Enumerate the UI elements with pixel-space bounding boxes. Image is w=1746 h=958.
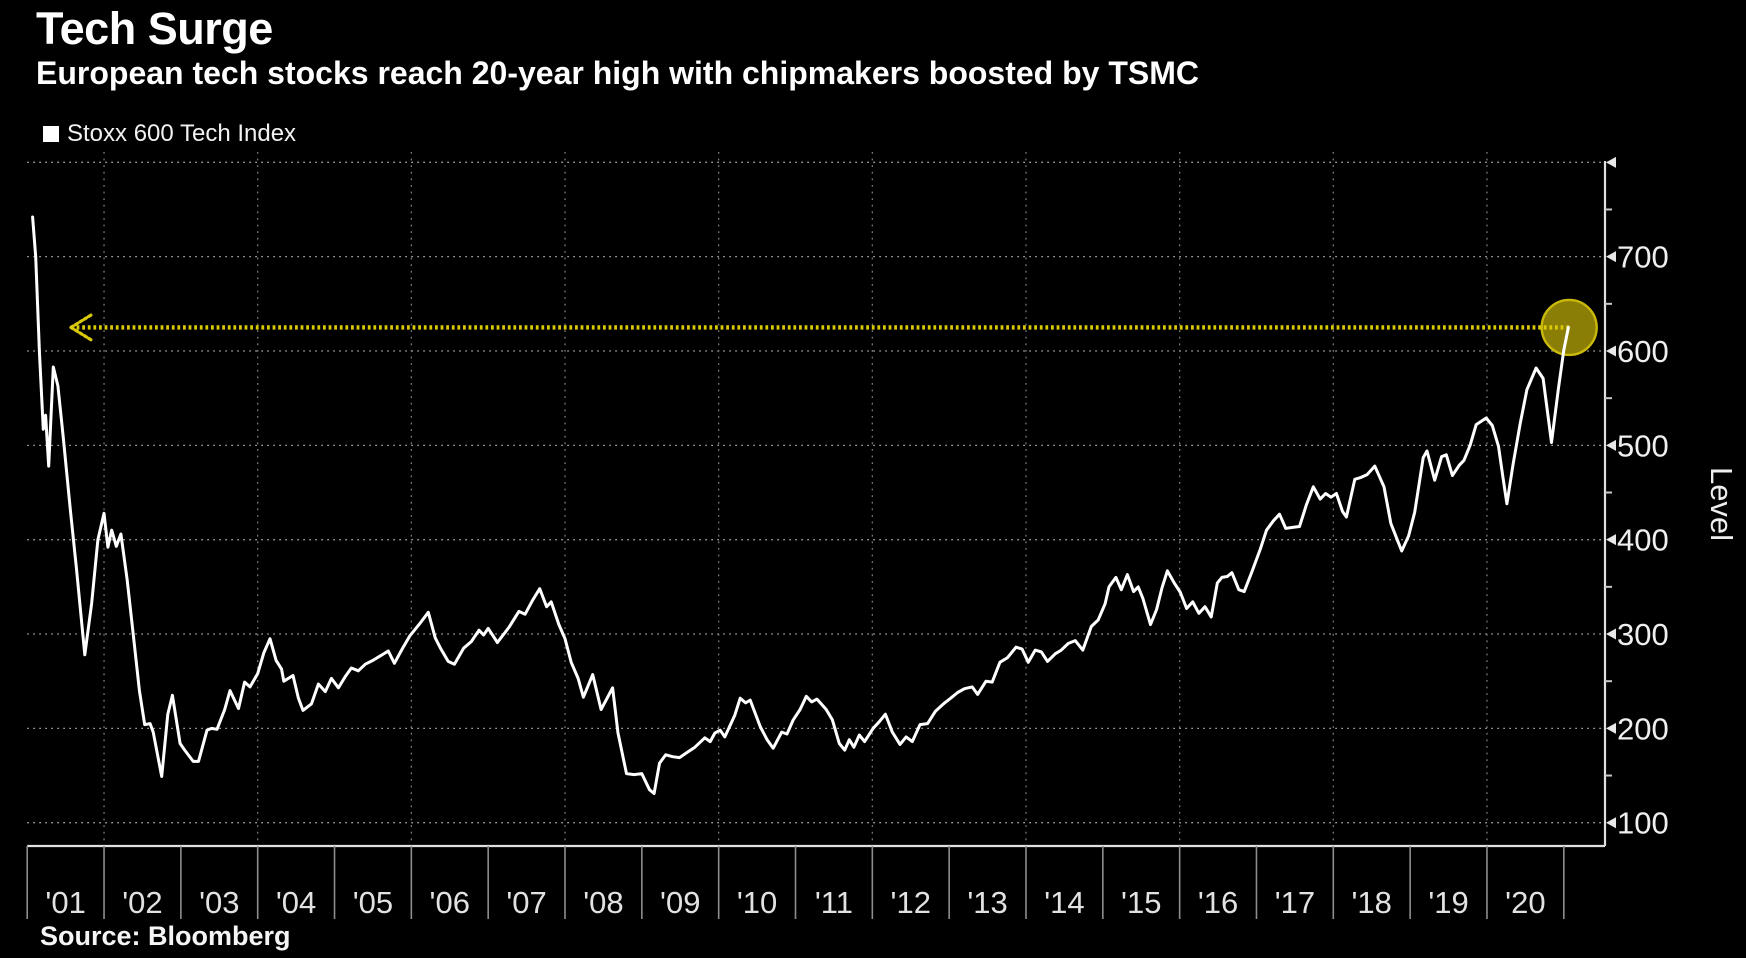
x-tick-label-14: '14	[1044, 885, 1084, 920]
y-tick-label-400: 400	[1617, 523, 1669, 558]
y-tick-100	[1606, 817, 1616, 829]
x-tick-label-18: '18	[1352, 885, 1392, 920]
x-tick-label-16: '16	[1198, 885, 1238, 920]
y-tick-400	[1606, 534, 1616, 546]
x-tick-label-05: '05	[353, 885, 393, 920]
legend: Stoxx 600 Tech Index	[43, 120, 296, 148]
annotation-arrowhead-lower	[69, 325, 94, 343]
y-tick-label-200: 200	[1617, 711, 1669, 746]
y-tick-label-700: 700	[1617, 240, 1669, 275]
x-tick-label-17: '17	[1275, 885, 1315, 920]
y-tick-300	[1606, 628, 1616, 640]
y-tick-800	[1606, 156, 1616, 168]
x-tick-label-13: '13	[967, 885, 1007, 920]
x-tick-label-12: '12	[891, 885, 931, 920]
y-tick-label-300: 300	[1617, 617, 1669, 652]
legend-square-marker	[43, 126, 59, 142]
x-tick-label-02: '02	[122, 885, 162, 920]
source-note: Source: Bloomberg	[40, 921, 291, 951]
x-tick-label-11: '11	[815, 885, 853, 920]
y-tick-600	[1606, 345, 1616, 357]
chart-title: Tech Surge	[36, 3, 273, 54]
x-tick-label-10: '10	[737, 885, 777, 920]
x-tick-label-19: '19	[1428, 885, 1468, 920]
y-tick-200	[1606, 722, 1616, 734]
legend-label: Stoxx 600 Tech Index	[67, 120, 297, 147]
series-stoxx-600-tech-index	[31, 215, 1570, 795]
y-axis-title: Level	[1704, 467, 1739, 541]
x-tick-label-15: '15	[1121, 885, 1161, 920]
chart-subtitle: European tech stocks reach 20-year high …	[36, 55, 1199, 91]
x-tick-label-09: '09	[660, 885, 700, 920]
x-tick-label-08: '08	[583, 885, 623, 920]
annotation-arrowhead-upper	[69, 312, 94, 330]
x-tick-label-04: '04	[276, 885, 316, 920]
y-tick-label-100: 100	[1617, 806, 1669, 841]
x-tick-label-01: '01	[45, 885, 85, 920]
x-tick-label-07: '07	[506, 885, 546, 920]
x-tick-label-06: '06	[430, 885, 470, 920]
y-tick-700	[1606, 251, 1616, 263]
x-tick-label-20: '20	[1505, 885, 1545, 920]
x-tick-label-03: '03	[199, 885, 239, 920]
y-tick-label-500: 500	[1617, 428, 1669, 463]
y-tick-label-600: 600	[1617, 334, 1669, 369]
y-tick-500	[1606, 439, 1616, 451]
